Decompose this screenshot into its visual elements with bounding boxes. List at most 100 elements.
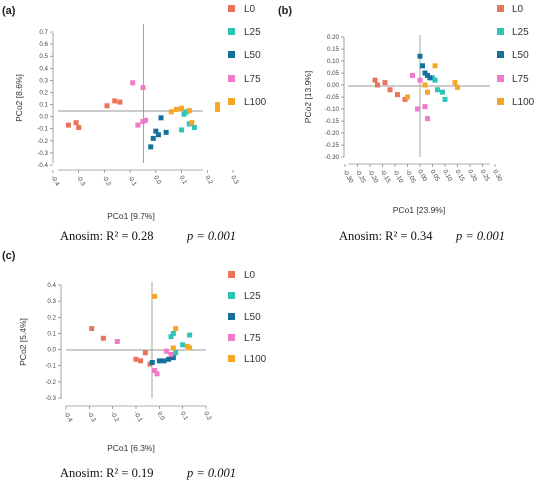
- point-l75: [143, 117, 149, 123]
- y-axis-label-b: PCo2 [13.9%]: [303, 71, 313, 123]
- point-l100: [189, 120, 195, 126]
- point-l50: [161, 358, 167, 364]
- y-tick-label: 0.1: [39, 102, 48, 109]
- legend-label-l75-a: L75: [244, 74, 261, 85]
- legend-label-l75-c: L75: [244, 333, 261, 344]
- legend-label-l100-a: L100: [244, 97, 267, 108]
- point-l100: [187, 345, 193, 351]
- legend-swatch-l50-a: [228, 51, 235, 58]
- point-l0: [65, 122, 71, 128]
- point-l25: [432, 77, 438, 83]
- point-l75: [154, 371, 160, 377]
- panel-label-a: (a): [2, 5, 16, 17]
- legend-item-l25-b: L25: [497, 27, 529, 38]
- point-l0: [382, 80, 388, 86]
- point-l50: [417, 53, 423, 59]
- panel-a: (a) -0.4 -0.3 -0.2 -0.1 0.0 0.1 0.2 0.3 0.70.60…: [2, 4, 267, 243]
- y-tick-label: -0.1: [45, 363, 56, 370]
- y-tick-label: 0.2: [47, 314, 56, 321]
- anosim-stat-b: Anosim: R² = 0.34: [339, 229, 433, 243]
- x-ticks-b: -0.30 -0.25 -0.20 -0.15 -0.10 -0.05 0.00 0.05 0.…: [341, 164, 504, 185]
- legend-item-l100-b: L100: [497, 97, 535, 108]
- point-l25: [186, 121, 192, 127]
- point-l0: [395, 92, 400, 98]
- legend-swatch-l0-a: [228, 5, 235, 12]
- y-tick-label: 0.00: [327, 82, 340, 89]
- legend-swatch-l50-c: [228, 313, 235, 320]
- legend-item-l75-a: L75: [228, 74, 261, 85]
- x-tick-label: -0.3: [86, 411, 98, 424]
- x-tick-label: 0.1: [178, 175, 189, 186]
- plot-area-a: -0.4 -0.3 -0.2 -0.1 0.0 0.1 0.2 0.3 0.70.60.50.…: [37, 24, 240, 188]
- panel-b: (b) -0.30 -0.25 -0.20 -0.15 -0.10 -0.05 0.00 0.…: [278, 4, 535, 243]
- point-l0: [100, 335, 106, 341]
- x-tick-label: 0.1: [179, 411, 190, 422]
- y-tick-label: -0.20: [325, 130, 340, 137]
- point-l25: [187, 332, 193, 338]
- legend-swatch-l25-a: [228, 28, 235, 35]
- legend-item-l0-a: L0: [228, 4, 256, 15]
- anosim-p-c: p = 0.001: [186, 466, 236, 480]
- y-tick-label: 0.0: [39, 114, 48, 121]
- point-l50: [158, 115, 164, 121]
- anosim-b: Anosim: R² = 0.34 p = 0.001: [339, 229, 505, 243]
- x-axis-label-b: PCo1 [23.9%]: [393, 205, 445, 215]
- point-l25: [191, 125, 197, 131]
- point-l50: [156, 358, 162, 364]
- point-l75: [140, 118, 146, 124]
- x-tick-label: -0.1: [132, 411, 144, 424]
- x-tick-label: -0.15: [379, 169, 392, 185]
- legend-item-l50-c: L50: [228, 312, 261, 323]
- legend-swatch-l75-b: [497, 75, 504, 82]
- y-ticks-a: 0.7 0.6 0.5 0.4 0.3 0.2 0.1 0.0 -0.1 -0.2 -0.3 -0.4: [37, 29, 53, 169]
- x-tick-label: -0.2: [101, 175, 113, 188]
- y-tick-label: -0.1: [37, 126, 48, 133]
- y-tick-label: 0.4: [39, 65, 48, 72]
- point-l75: [410, 72, 415, 78]
- x-tick-label: 0.30: [491, 169, 503, 183]
- point-l0: [387, 87, 393, 93]
- point-l75: [422, 104, 428, 110]
- y-axis-label-a: PCo2 [8.6%]: [14, 74, 24, 122]
- legend-label-l25-a: L25: [244, 27, 261, 38]
- y-ticks-b: 0.20 0.15 0.10 0.05 0.00 -0.05 -0.10 -0.15 -0.20…: [325, 34, 344, 161]
- point-l0: [372, 77, 378, 83]
- y-tick-label: 0.3: [39, 77, 48, 84]
- point-l50: [150, 135, 156, 141]
- panel-c: (c) -0.4 -0.3 -0.2 -0.1 0.0 0.1 0.2 0.40.30.20…: [2, 250, 267, 480]
- legend-swatch-l100-c: [228, 355, 235, 362]
- point-l100: [425, 89, 430, 95]
- point-l25: [170, 330, 176, 336]
- point-l0: [142, 350, 148, 356]
- legend-swatch-l25-c: [228, 292, 235, 299]
- point-l0: [73, 120, 79, 126]
- anosim-a: Anosim: R² = 0.28 p = 0.001: [60, 229, 236, 243]
- x-tick-label: -0.25: [354, 169, 367, 185]
- y-tick-label: -0.3: [37, 150, 48, 157]
- x-axis-label-a: PCo1 [9.7%]: [107, 211, 155, 221]
- x-tick-label: 0.25: [479, 169, 491, 183]
- y-tick-label: -0.25: [325, 142, 340, 149]
- x-tick-label: 0.15: [454, 169, 466, 183]
- point-l75: [152, 368, 158, 374]
- point-l25: [442, 96, 448, 102]
- point-l75: [168, 351, 174, 357]
- x-tick-label: 0.20: [466, 169, 478, 183]
- point-l100: [422, 82, 428, 88]
- x-tick-label: -0.1: [126, 175, 138, 188]
- point-l0: [138, 358, 144, 364]
- point-l25: [435, 87, 440, 93]
- x-tick-label: 0.3: [229, 175, 240, 186]
- legend-item-l0-b: L0: [497, 4, 524, 15]
- legend-swatch-l75-c: [228, 334, 235, 341]
- y-tick-label: 0.6: [39, 41, 48, 48]
- point-l50: [148, 144, 154, 150]
- point-l0: [117, 99, 123, 105]
- x-tick-label: 0.0: [152, 175, 163, 186]
- point-l100: [179, 105, 185, 111]
- legend-label-l100-b: L100: [512, 97, 535, 108]
- y-tick-label: 0.15: [327, 46, 340, 53]
- legend-item-l75-b: L75: [497, 74, 529, 85]
- point-l50: [149, 359, 155, 365]
- legend-item-l25-a: L25: [228, 27, 261, 38]
